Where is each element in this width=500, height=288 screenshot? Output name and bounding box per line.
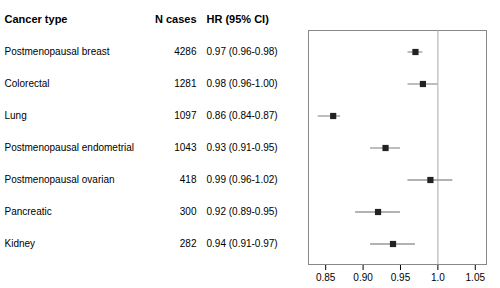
svg-text:1.0: 1.0 <box>431 272 445 283</box>
svg-text:0.98 (0.96-1.00): 0.98 (0.96-1.00) <box>207 78 278 89</box>
svg-text:N cases: N cases <box>155 13 197 25</box>
svg-text:1097: 1097 <box>174 110 197 121</box>
svg-text:Cancer type: Cancer type <box>5 13 68 25</box>
svg-text:0.86 (0.84-0.87): 0.86 (0.84-0.87) <box>207 110 278 121</box>
svg-text:0.95: 0.95 <box>391 272 411 283</box>
svg-text:0.92 (0.89-0.95): 0.92 (0.89-0.95) <box>207 206 278 217</box>
svg-text:0.90: 0.90 <box>353 272 373 283</box>
svg-text:0.93 (0.91-0.95): 0.93 (0.91-0.95) <box>207 142 278 153</box>
svg-text:1281: 1281 <box>174 78 197 89</box>
svg-text:Postmenopausal breast: Postmenopausal breast <box>5 46 110 57</box>
svg-text:Kidney: Kidney <box>5 238 36 249</box>
svg-text:Colorectal: Colorectal <box>5 78 50 89</box>
svg-text:Pancreatic: Pancreatic <box>5 206 52 217</box>
svg-text:Postmenopausal ovarian: Postmenopausal ovarian <box>5 174 115 185</box>
svg-text:4286: 4286 <box>174 46 197 57</box>
svg-text:0.97 (0.96-0.98): 0.97 (0.96-0.98) <box>207 46 278 57</box>
svg-text:0.94 (0.91-0.97): 0.94 (0.91-0.97) <box>207 238 278 249</box>
svg-text:1043: 1043 <box>174 142 197 153</box>
svg-text:418: 418 <box>180 174 197 185</box>
svg-text:Postmenopausal endometrial: Postmenopausal endometrial <box>5 142 135 153</box>
svg-text:0.85: 0.85 <box>316 272 336 283</box>
svg-text:0.99 (0.96-1.02): 0.99 (0.96-1.02) <box>207 174 278 185</box>
svg-text:282: 282 <box>180 238 197 249</box>
svg-text:HR (95% CI): HR (95% CI) <box>207 13 270 25</box>
svg-text:Lung: Lung <box>5 110 27 121</box>
svg-text:1.05: 1.05 <box>466 272 486 283</box>
svg-text:300: 300 <box>180 206 197 217</box>
